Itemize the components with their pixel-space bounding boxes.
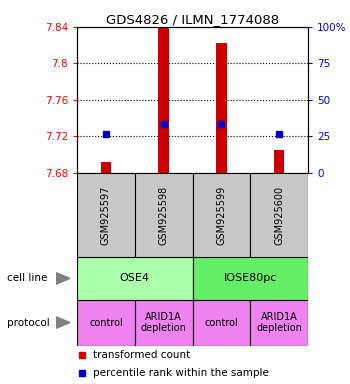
Text: GSM925598: GSM925598 xyxy=(159,185,169,245)
Text: protocol: protocol xyxy=(7,318,50,328)
Bar xyxy=(77,173,135,257)
Bar xyxy=(77,300,135,346)
Text: OSE4: OSE4 xyxy=(120,273,150,283)
Bar xyxy=(250,300,308,346)
Text: ARID1A
depletion: ARID1A depletion xyxy=(256,312,302,333)
Bar xyxy=(193,257,308,300)
Bar xyxy=(135,300,192,346)
Polygon shape xyxy=(56,317,70,328)
Text: control: control xyxy=(89,318,123,328)
Title: GDS4826 / ILMN_1774088: GDS4826 / ILMN_1774088 xyxy=(106,13,279,26)
Bar xyxy=(216,43,226,173)
Bar xyxy=(193,300,250,346)
Text: percentile rank within the sample: percentile rank within the sample xyxy=(93,367,269,377)
Bar xyxy=(135,173,192,257)
Text: cell line: cell line xyxy=(7,273,47,283)
Text: GSM925600: GSM925600 xyxy=(274,185,284,245)
Text: IOSE80pc: IOSE80pc xyxy=(224,273,277,283)
Polygon shape xyxy=(56,273,70,284)
Text: transformed count: transformed count xyxy=(93,350,190,360)
Bar xyxy=(274,150,284,173)
Bar xyxy=(77,257,193,300)
Bar xyxy=(159,24,169,173)
Text: ARID1A
depletion: ARID1A depletion xyxy=(141,312,187,333)
Bar xyxy=(250,173,308,257)
Bar xyxy=(101,162,111,173)
Text: GSM925597: GSM925597 xyxy=(101,185,111,245)
Bar xyxy=(193,173,250,257)
Text: GSM925599: GSM925599 xyxy=(216,185,226,245)
Text: control: control xyxy=(204,318,238,328)
